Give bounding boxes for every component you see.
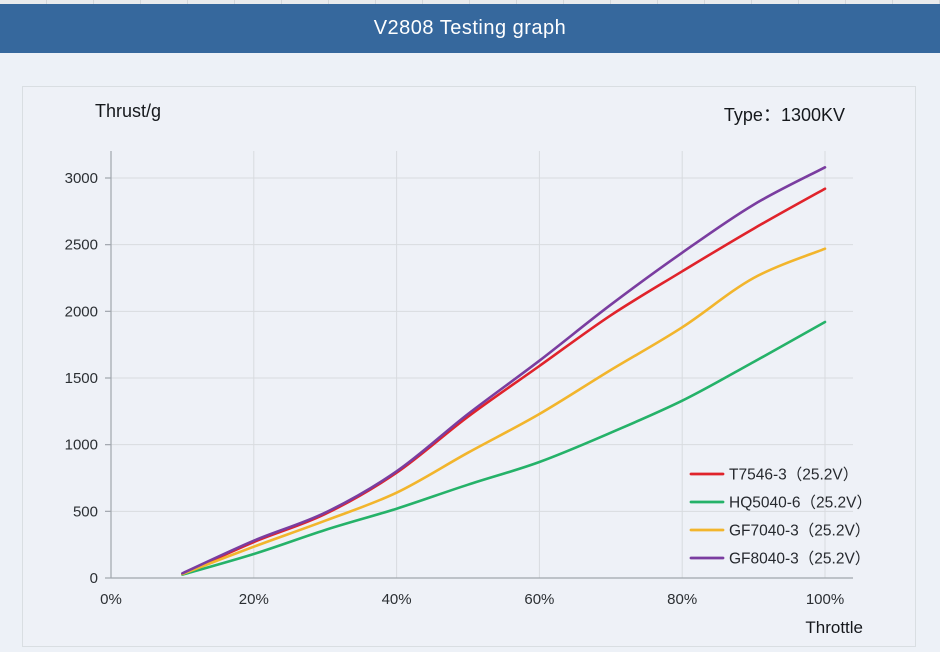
y-tick-label: 3000 bbox=[65, 170, 98, 187]
series-line-GF7040-3 bbox=[181, 247, 827, 576]
top-strip bbox=[0, 0, 940, 4]
title-bar: V2808 Testing graph bbox=[0, 4, 940, 53]
y-tick-label: 500 bbox=[73, 503, 98, 520]
chart-panel: Thrust/g Type：1300KV 0 500 1000 1500 2000 250… bbox=[22, 86, 916, 647]
page-title: V2808 Testing graph bbox=[373, 17, 567, 39]
legend-label: GF7040-3（25.2V） bbox=[729, 523, 870, 540]
x-tick-label: 80% bbox=[667, 591, 697, 608]
y-tick-label: 1000 bbox=[65, 437, 98, 454]
y-tick-label: 0 bbox=[90, 570, 98, 587]
motor-type-label: Type：1300KV bbox=[723, 105, 845, 125]
x-tick-label: 20% bbox=[239, 591, 269, 608]
series-line-GF8040-3 bbox=[181, 166, 827, 575]
y-tick-label: 1500 bbox=[65, 370, 98, 387]
x-axis-title: Throttle bbox=[805, 618, 863, 637]
x-tick-label: 0% bbox=[100, 591, 122, 608]
y-tick-label: 2000 bbox=[65, 303, 98, 320]
series-line-HQ5040-6 bbox=[181, 320, 827, 576]
legend-label: GF8040-3（25.2V） bbox=[729, 551, 870, 568]
y-axis-title: Thrust/g bbox=[95, 101, 162, 121]
y-tick-label: 2500 bbox=[65, 237, 98, 254]
series-line-T7546-3 bbox=[181, 187, 827, 576]
thrust-line-chart: 0 500 1000 1500 2000 2500 3000 0% 20% 40% 60% 80% 10… bbox=[65, 151, 872, 608]
legend-label: HQ5040-6（25.2V） bbox=[729, 495, 872, 512]
x-tick-label: 100% bbox=[806, 591, 844, 608]
legend-label: T7546-3（25.2V） bbox=[729, 467, 858, 484]
x-tick-label: 60% bbox=[524, 591, 554, 608]
x-tick-label: 40% bbox=[382, 591, 412, 608]
